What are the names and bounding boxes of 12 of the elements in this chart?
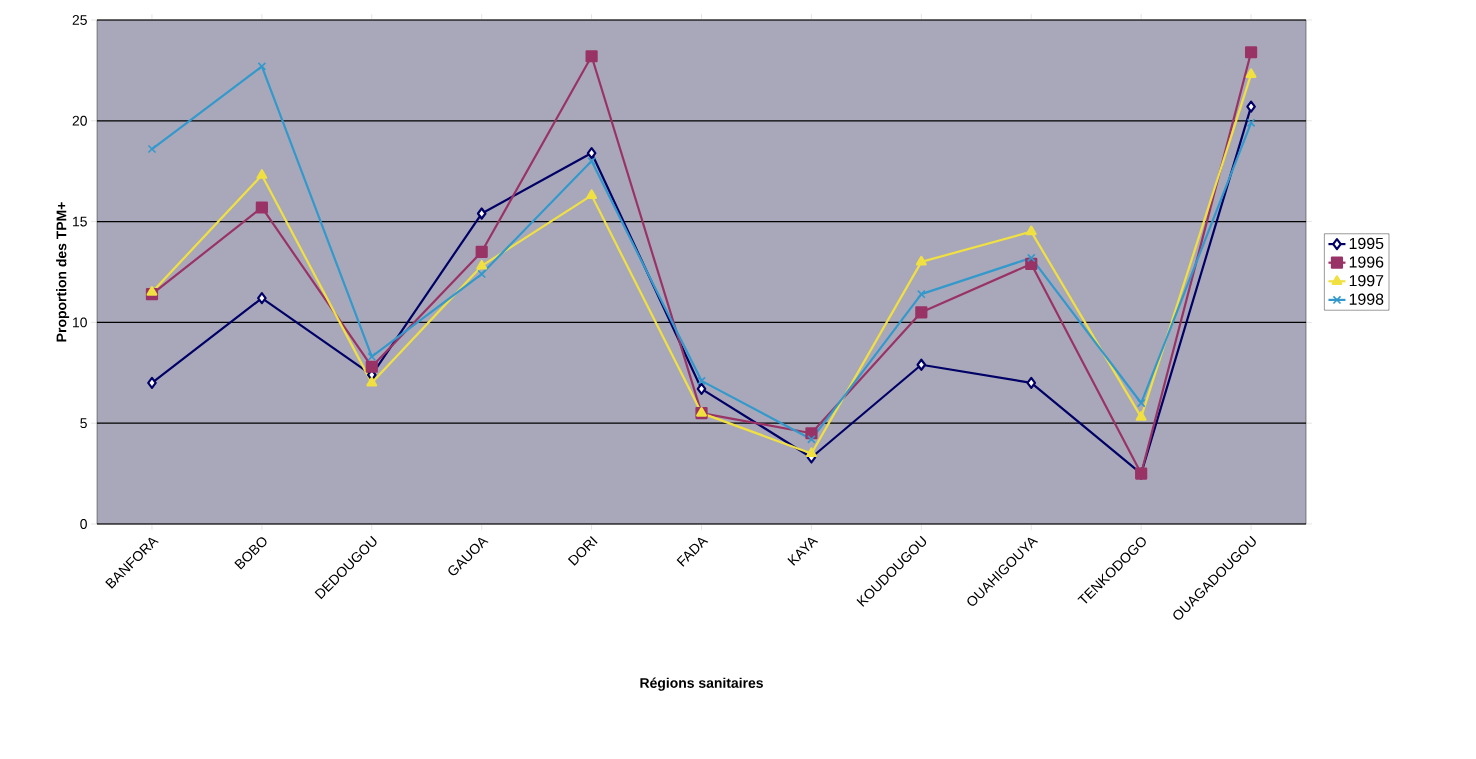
y-axis-title: Proportion des TPM+ xyxy=(56,202,70,342)
y-tick-label: 10 xyxy=(73,317,87,328)
legend-label: 1997 xyxy=(1349,274,1384,287)
legend-label: 1995 xyxy=(1349,237,1384,250)
y-tick-label: 5 xyxy=(80,418,87,429)
y-tick-label: 0 xyxy=(80,519,87,529)
y-tick-label: 15 xyxy=(73,216,87,227)
y-tick-label: 25 xyxy=(72,15,87,25)
legend-label: 1996 xyxy=(1349,256,1384,268)
legend-label: 1998 xyxy=(1349,293,1384,305)
x-axis-title: Régions sanitaires xyxy=(640,677,763,691)
y-tick-label: 20 xyxy=(72,115,87,126)
